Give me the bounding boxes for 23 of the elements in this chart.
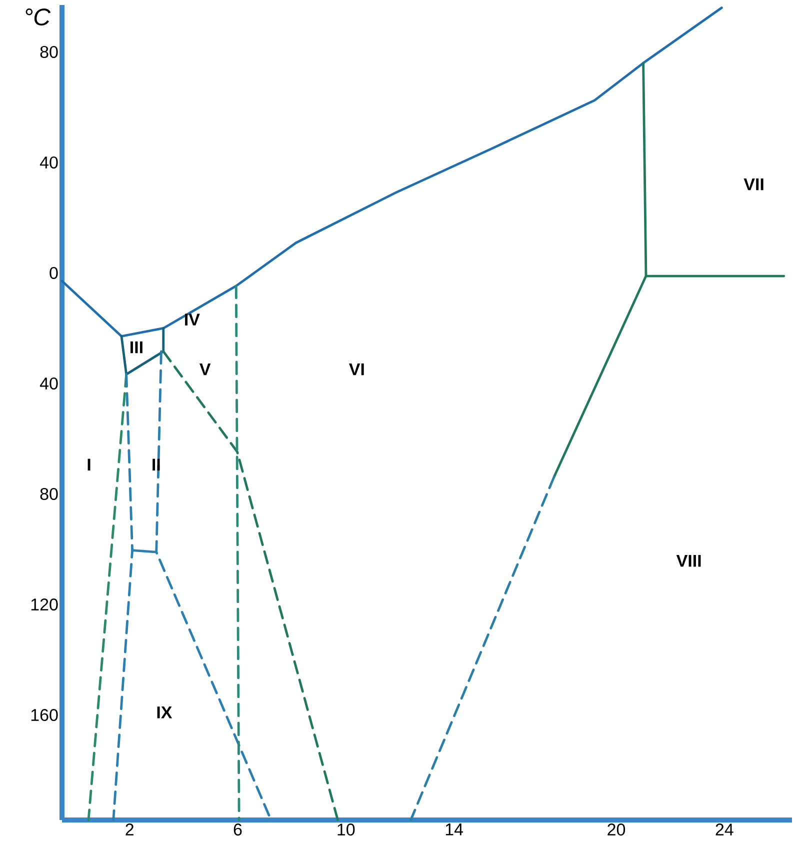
annotation: VI <box>349 363 364 376</box>
y-tick-label: 0 <box>50 266 58 280</box>
y-tick-label: 120 <box>31 598 58 611</box>
y-tick-label: 40 <box>40 156 58 168</box>
annotation: IX <box>157 706 172 718</box>
annotation: VII <box>744 178 764 190</box>
annotation: III <box>130 341 142 354</box>
annotation: VIII <box>676 554 701 567</box>
annotation: II <box>152 458 160 470</box>
annotation: I <box>88 458 90 470</box>
y-tick-label: 40 <box>40 377 58 390</box>
x-tick-label: 10 <box>338 824 355 836</box>
x-tick-label: 6 <box>234 824 242 836</box>
x-tick-label: 2 <box>126 824 134 836</box>
x-tick-label: 24 <box>716 824 734 836</box>
y-tick-label: 160 <box>31 708 58 722</box>
y-tick-label: 80 <box>40 46 58 58</box>
annotation: V <box>200 363 211 376</box>
y-axis-title: °C <box>26 8 51 26</box>
x-tick-label: 14 <box>446 824 463 836</box>
annotation: IV <box>185 314 200 326</box>
x-tick-label: 20 <box>608 824 626 836</box>
y-tick-label: 80 <box>40 488 58 500</box>
